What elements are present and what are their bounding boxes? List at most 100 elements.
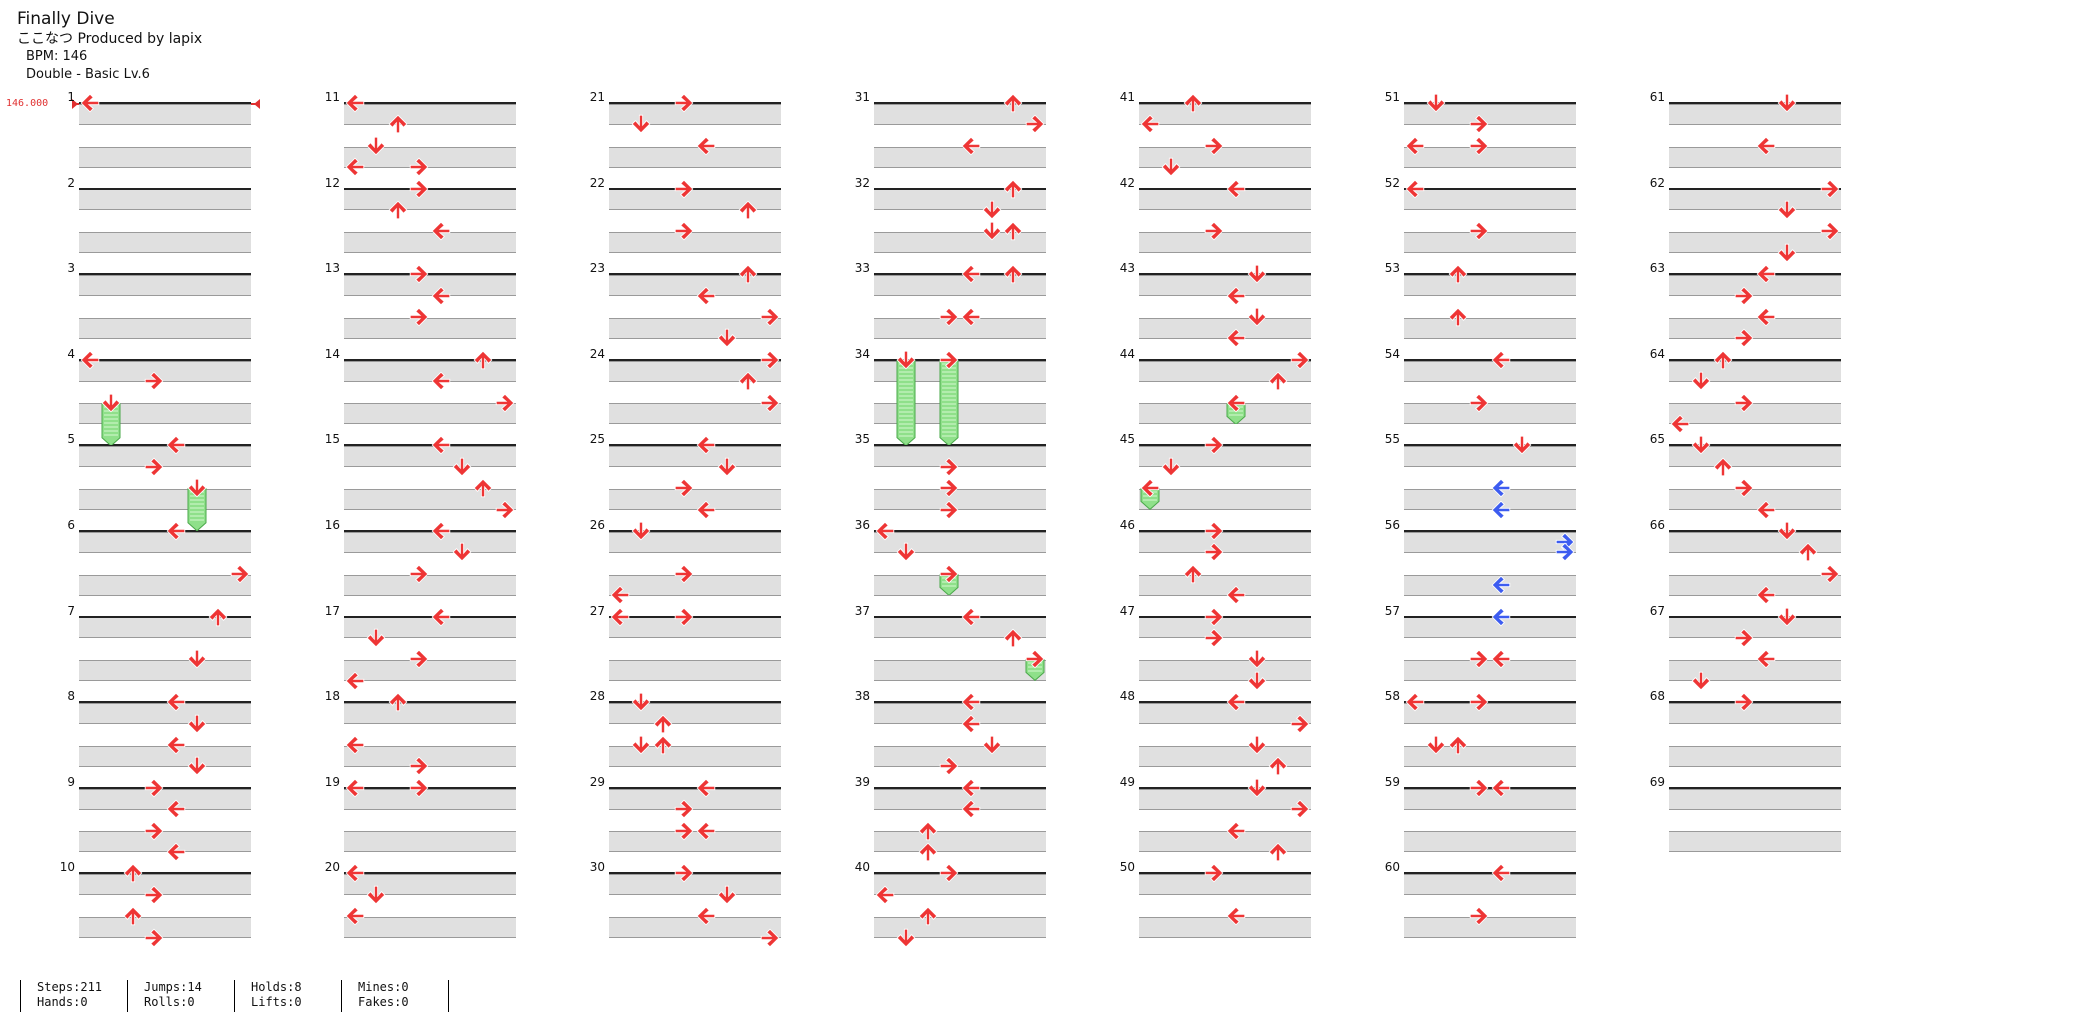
measure-line <box>1404 701 1576 704</box>
measure-line <box>344 358 516 361</box>
arrow-right-icon <box>759 306 781 328</box>
beat-band <box>1404 403 1576 425</box>
arrow-up-icon <box>1447 263 1469 285</box>
beat-band <box>344 103 516 125</box>
arrow-down-icon <box>186 648 208 670</box>
stat-value: Hands:0 <box>37 995 88 1009</box>
arrow-left-icon <box>430 520 452 542</box>
measure-number: 33 <box>854 261 870 276</box>
measure-number: 14 <box>324 346 340 361</box>
beat-band <box>79 788 251 810</box>
arrow-right-icon <box>1203 606 1225 628</box>
measure-line <box>609 872 781 875</box>
beat-band <box>874 617 1046 639</box>
beat-band <box>874 874 1046 896</box>
measure-line <box>1669 102 1841 104</box>
measure-number: 56 <box>1384 518 1400 532</box>
stat-value: Holds:8 <box>251 980 302 994</box>
arrow-right-icon <box>1468 392 1490 414</box>
measure-line <box>874 530 1046 532</box>
arrow-right-icon <box>673 798 695 820</box>
measure-line <box>344 615 516 618</box>
arrow-left-icon <box>960 713 982 735</box>
beat-band <box>79 317 251 339</box>
arrow-down-icon <box>1690 670 1712 692</box>
beat-band <box>1669 274 1841 296</box>
beat-band <box>1404 446 1576 468</box>
arrow-right-icon <box>1024 113 1046 135</box>
measure-number: 44 <box>1119 346 1135 361</box>
measure-line <box>874 872 1046 875</box>
bpm-change-label: 146.000 <box>6 98 49 109</box>
measure-number: 28 <box>589 689 605 704</box>
measure-number: 61 <box>1649 90 1665 104</box>
beat-band <box>79 360 251 382</box>
beat-band <box>1139 531 1311 553</box>
beat-band <box>79 531 251 553</box>
measure-number: 62 <box>1649 175 1665 190</box>
measure-number: 6 <box>67 518 75 532</box>
arrow-down-icon <box>1246 777 1268 799</box>
measure-number: 45 <box>1119 432 1135 447</box>
measure-number: 54 <box>1384 346 1400 361</box>
arrow-left-icon <box>1404 178 1426 200</box>
beat-band <box>79 574 251 596</box>
beat-band <box>609 274 781 296</box>
measure-number: 26 <box>589 518 605 532</box>
measure-line <box>1669 358 1841 361</box>
measure-line <box>1404 786 1576 789</box>
beat-band <box>609 916 781 938</box>
beat-band <box>1669 446 1841 468</box>
measure-line <box>874 786 1046 789</box>
beat-band <box>874 146 1046 168</box>
beat-band <box>1139 916 1311 938</box>
stat-divider <box>448 980 449 1012</box>
arrow-right-icon <box>673 606 695 628</box>
arrow-left-icon <box>960 777 982 799</box>
beat-band <box>1404 574 1576 596</box>
measure-line <box>1669 444 1841 447</box>
measure-number: 42 <box>1119 175 1135 190</box>
hold-body <box>187 487 207 532</box>
arrow-up-icon <box>917 841 939 863</box>
beat-band <box>874 360 1046 382</box>
measure-number: 31 <box>854 90 870 104</box>
beat-band <box>1404 103 1576 125</box>
beat-band <box>79 232 251 254</box>
arrow-right-icon <box>938 349 960 371</box>
measure-line <box>1669 701 1841 704</box>
song-title: Finally Dive <box>17 9 115 29</box>
arrow-left-icon <box>344 670 366 692</box>
measure-line <box>344 444 516 447</box>
arrow-left-icon <box>344 156 366 178</box>
beat-band <box>79 103 251 125</box>
chart-column: 61 62 63 64 65 66 67 68 69 <box>1590 0 1841 1024</box>
beat-band <box>1139 274 1311 296</box>
measure-number: 59 <box>1384 774 1400 789</box>
arrow-up-icon <box>1712 349 1734 371</box>
beat-band <box>1139 788 1311 810</box>
measure-number: 23 <box>589 261 605 276</box>
beat-band <box>344 874 516 896</box>
arrow-right-icon <box>1733 691 1755 713</box>
beat-band <box>344 146 516 168</box>
arrow-left-icon <box>1490 648 1512 670</box>
beat-band <box>1139 403 1311 425</box>
measure-line <box>609 358 781 361</box>
arrow-down-icon <box>186 713 208 735</box>
arrow-right-icon <box>1468 777 1490 799</box>
arrow-up-icon <box>387 691 409 713</box>
measure-line <box>1404 102 1576 104</box>
arrow-right-icon <box>1733 285 1755 307</box>
measure-line <box>1139 444 1311 447</box>
arrow-left-icon <box>79 92 101 114</box>
beat-band <box>609 446 781 468</box>
arrow-up-icon <box>1267 370 1289 392</box>
arrow-left-icon <box>165 841 187 863</box>
chart-column: 41 42 43 44 45 46 47 48 49 50 <box>1060 0 1311 1024</box>
arrow-right-icon <box>1203 862 1225 884</box>
arrow-right-icon <box>673 178 695 200</box>
arrow-left-icon <box>344 905 366 927</box>
measure-number: 35 <box>854 432 870 447</box>
measure-line <box>1139 102 1311 104</box>
